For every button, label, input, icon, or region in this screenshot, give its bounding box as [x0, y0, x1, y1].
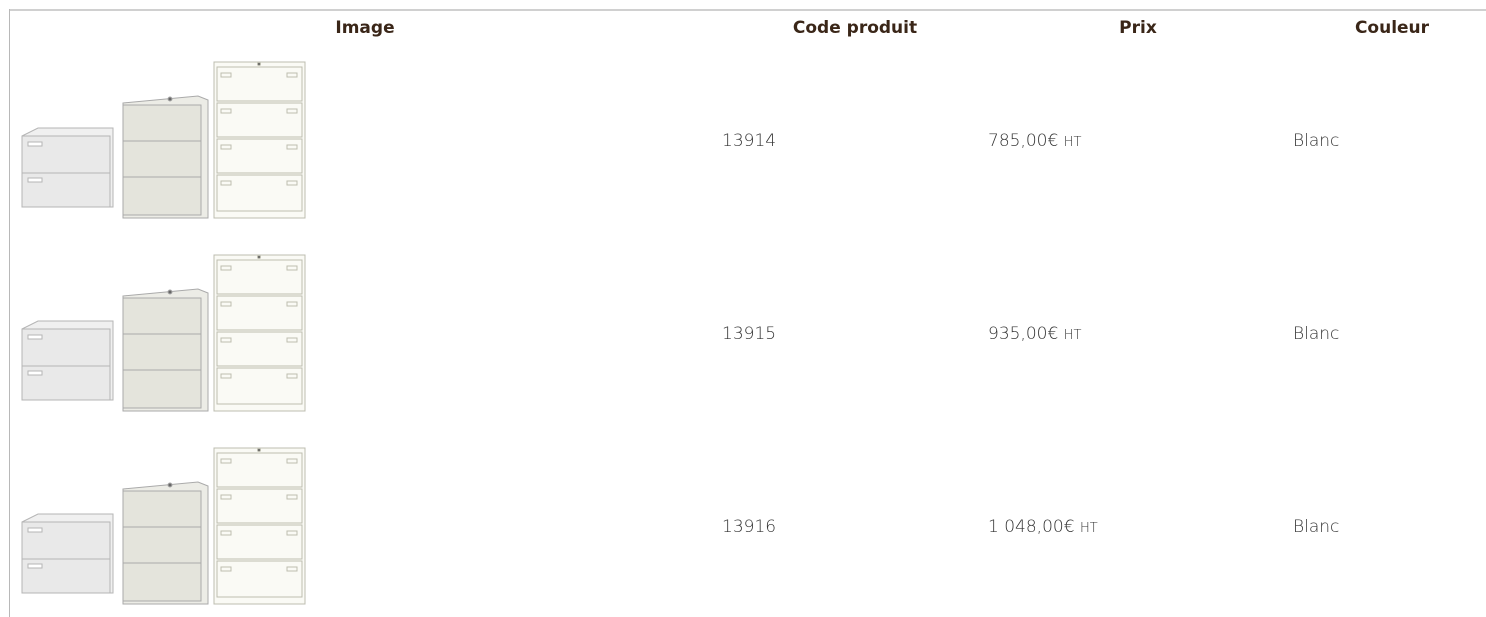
cabinet-medium: [123, 96, 208, 218]
product-color: Blanc: [1293, 517, 1339, 537]
column-header: Couleur: [1355, 18, 1429, 38]
cabinet-tall: [214, 255, 305, 411]
table-row: 13914 785,00€ HT Blanc: [10, 55, 1486, 248]
cabinet-small: [22, 128, 113, 207]
cabinet-small: [22, 321, 113, 400]
product-code: 13916: [722, 517, 776, 537]
cabinet-medium: [123, 289, 208, 411]
product-color: Blanc: [1293, 131, 1339, 151]
price-tax: HT: [1064, 135, 1082, 150]
product-code: 13915: [722, 324, 776, 344]
table-row: 13916 1 048,00€ HT Blanc: [10, 441, 1486, 617]
cabinet-small: [22, 514, 113, 593]
page: Image Code produit Prix Couleur: [0, 0, 1486, 617]
product-price: 785,00€ HT: [988, 131, 1081, 151]
table-row: 13915 935,00€ HT Blanc: [10, 248, 1486, 441]
price-tax: HT: [1064, 328, 1082, 343]
price-amount: 785,00€: [988, 131, 1058, 151]
product-price: 935,00€ HT: [988, 324, 1081, 344]
product-code: 13914: [722, 131, 776, 151]
product-price: 1 048,00€ HT: [988, 517, 1098, 537]
cabinet-tall: [214, 62, 305, 218]
cabinet-tall: [214, 448, 305, 604]
column-header: Prix: [1119, 18, 1157, 38]
product-image: [10, 441, 310, 611]
price-tax: HT: [1080, 521, 1098, 536]
product-image: [10, 55, 310, 225]
price-amount: 1 048,00€: [988, 517, 1075, 537]
cabinet-medium: [123, 482, 208, 604]
column-header: Image: [335, 18, 394, 38]
table-border: [9, 9, 1486, 11]
product-color: Blanc: [1293, 324, 1339, 344]
column-header: Code produit: [793, 18, 917, 38]
product-image: [10, 248, 310, 418]
price-amount: 935,00€: [988, 324, 1058, 344]
